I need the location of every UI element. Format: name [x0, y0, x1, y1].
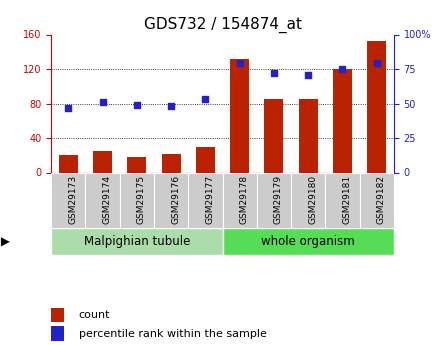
Bar	[230, 59, 249, 172]
Bar	[264, 99, 283, 172]
Bar	[85, 172, 120, 228]
Text: percentile rank within the sample: percentile rank within the sample	[79, 329, 267, 339]
Point	[305, 72, 312, 77]
Text: Malpighian tubule: Malpighian tubule	[84, 235, 190, 248]
Bar	[93, 151, 112, 172]
Bar	[291, 172, 325, 228]
Text: GSM29178: GSM29178	[239, 175, 249, 224]
Point	[134, 102, 141, 108]
Bar	[222, 172, 257, 228]
Bar	[196, 147, 215, 172]
Bar	[367, 41, 386, 172]
Text: GSM29182: GSM29182	[376, 175, 386, 224]
Bar	[51, 326, 64, 341]
Bar	[51, 172, 85, 228]
Text: whole organism: whole organism	[261, 235, 355, 248]
Bar	[51, 228, 223, 255]
Text: GSM29174: GSM29174	[103, 175, 112, 224]
Bar	[299, 99, 318, 172]
Text: GSM29181: GSM29181	[343, 175, 352, 224]
Text: GSM29173: GSM29173	[69, 175, 77, 224]
Point	[236, 61, 243, 66]
Bar	[222, 228, 394, 255]
Text: GSM29177: GSM29177	[206, 175, 214, 224]
Bar	[51, 308, 64, 322]
Text: tissue ▶: tissue ▶	[0, 235, 10, 248]
Point	[271, 70, 278, 76]
Text: count: count	[79, 310, 110, 320]
Point	[168, 104, 175, 109]
Title: GDS732 / 154874_at: GDS732 / 154874_at	[143, 17, 302, 33]
Bar	[325, 172, 360, 228]
Text: GSM29179: GSM29179	[274, 175, 283, 224]
Text: GSM29180: GSM29180	[308, 175, 317, 224]
Point	[65, 105, 72, 110]
Point	[339, 66, 346, 72]
Bar	[360, 172, 394, 228]
Bar	[120, 172, 154, 228]
Bar	[59, 155, 78, 172]
Point	[202, 97, 209, 102]
Bar	[154, 172, 188, 228]
Text: GSM29176: GSM29176	[171, 175, 180, 224]
Bar	[127, 157, 146, 172]
Bar	[257, 172, 291, 228]
Point	[373, 61, 380, 66]
Text: GSM29175: GSM29175	[137, 175, 146, 224]
Bar	[188, 172, 222, 228]
Bar	[162, 154, 181, 172]
Point	[99, 99, 106, 105]
Bar	[333, 69, 352, 172]
